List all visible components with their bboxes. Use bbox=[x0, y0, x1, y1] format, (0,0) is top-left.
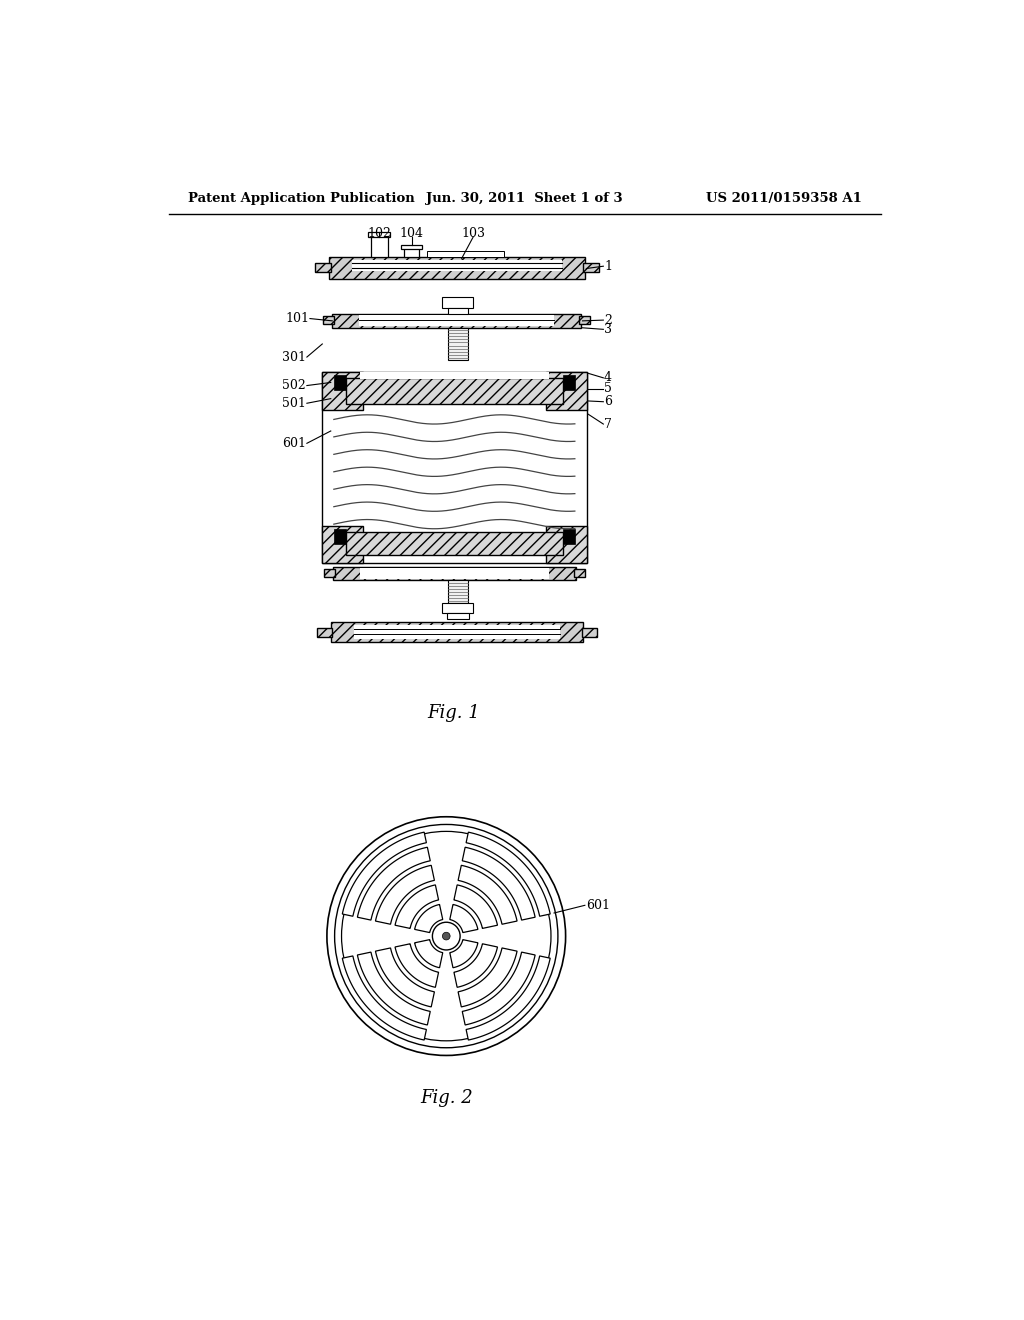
Text: 7: 7 bbox=[604, 417, 612, 430]
Polygon shape bbox=[395, 884, 438, 928]
Bar bbox=[580, 317, 590, 323]
Bar bbox=[360, 568, 549, 579]
Text: 101: 101 bbox=[286, 312, 309, 325]
Polygon shape bbox=[450, 904, 478, 932]
Text: US 2011/0159358 A1: US 2011/0159358 A1 bbox=[707, 191, 862, 205]
Bar bbox=[562, 375, 574, 391]
Polygon shape bbox=[462, 952, 536, 1024]
Polygon shape bbox=[454, 944, 498, 987]
Circle shape bbox=[442, 932, 451, 940]
Text: 5: 5 bbox=[604, 381, 612, 395]
Bar bbox=[315, 263, 331, 272]
Bar bbox=[447, 612, 469, 619]
Bar bbox=[322, 372, 364, 411]
Circle shape bbox=[432, 923, 460, 950]
Bar bbox=[546, 372, 587, 411]
Bar bbox=[403, 248, 419, 257]
Polygon shape bbox=[357, 847, 430, 920]
Text: 103: 103 bbox=[461, 227, 485, 240]
Polygon shape bbox=[458, 866, 517, 924]
Bar bbox=[582, 628, 597, 638]
Bar bbox=[333, 314, 581, 327]
Polygon shape bbox=[357, 952, 430, 1024]
Bar bbox=[346, 532, 562, 554]
Bar bbox=[447, 327, 468, 360]
Polygon shape bbox=[466, 956, 550, 1040]
Text: 301: 301 bbox=[283, 351, 306, 363]
Text: 601: 601 bbox=[587, 899, 610, 912]
Bar bbox=[584, 263, 599, 272]
Text: 102: 102 bbox=[368, 227, 391, 240]
Bar bbox=[334, 375, 346, 391]
Polygon shape bbox=[415, 940, 442, 968]
Text: Patent Application Publication: Patent Application Publication bbox=[188, 191, 415, 205]
Bar bbox=[334, 529, 346, 544]
Text: 104: 104 bbox=[399, 227, 424, 240]
Bar bbox=[352, 260, 562, 271]
Bar bbox=[322, 372, 587, 562]
Polygon shape bbox=[415, 904, 442, 932]
Bar bbox=[322, 525, 364, 562]
Polygon shape bbox=[376, 866, 434, 924]
Bar bbox=[323, 317, 334, 323]
Text: 501: 501 bbox=[283, 397, 306, 409]
Polygon shape bbox=[342, 956, 426, 1040]
Text: 2: 2 bbox=[604, 314, 612, 326]
Bar bbox=[330, 257, 585, 279]
Bar bbox=[447, 581, 468, 603]
Polygon shape bbox=[454, 884, 498, 928]
Text: Fig. 2: Fig. 2 bbox=[420, 1089, 473, 1106]
Polygon shape bbox=[458, 948, 517, 1007]
Text: 4: 4 bbox=[604, 371, 612, 384]
Bar bbox=[400, 244, 422, 249]
Bar bbox=[354, 626, 560, 639]
Text: Jun. 30, 2011  Sheet 1 of 3: Jun. 30, 2011 Sheet 1 of 3 bbox=[426, 191, 624, 205]
Bar bbox=[333, 566, 575, 581]
Polygon shape bbox=[342, 832, 426, 916]
Text: 601: 601 bbox=[283, 437, 306, 450]
Text: 3: 3 bbox=[604, 323, 612, 335]
Bar bbox=[427, 251, 504, 257]
Bar bbox=[574, 569, 585, 577]
Bar bbox=[346, 378, 562, 404]
Polygon shape bbox=[450, 940, 478, 968]
Bar bbox=[331, 622, 584, 642]
Text: 1: 1 bbox=[604, 260, 612, 273]
Polygon shape bbox=[462, 847, 536, 920]
Bar bbox=[562, 529, 574, 544]
Bar bbox=[442, 603, 473, 612]
Bar bbox=[546, 525, 587, 562]
Text: 6: 6 bbox=[604, 395, 612, 408]
Text: 502: 502 bbox=[283, 379, 306, 392]
Polygon shape bbox=[376, 948, 434, 1007]
Bar bbox=[369, 232, 390, 238]
Polygon shape bbox=[466, 832, 550, 916]
Bar bbox=[316, 628, 333, 638]
Bar bbox=[442, 297, 473, 308]
Polygon shape bbox=[395, 944, 438, 987]
Bar bbox=[324, 569, 335, 577]
Text: Fig. 1: Fig. 1 bbox=[428, 704, 480, 722]
Bar bbox=[359, 315, 554, 326]
Bar bbox=[447, 308, 468, 314]
Bar bbox=[371, 235, 388, 257]
Bar bbox=[360, 372, 549, 379]
